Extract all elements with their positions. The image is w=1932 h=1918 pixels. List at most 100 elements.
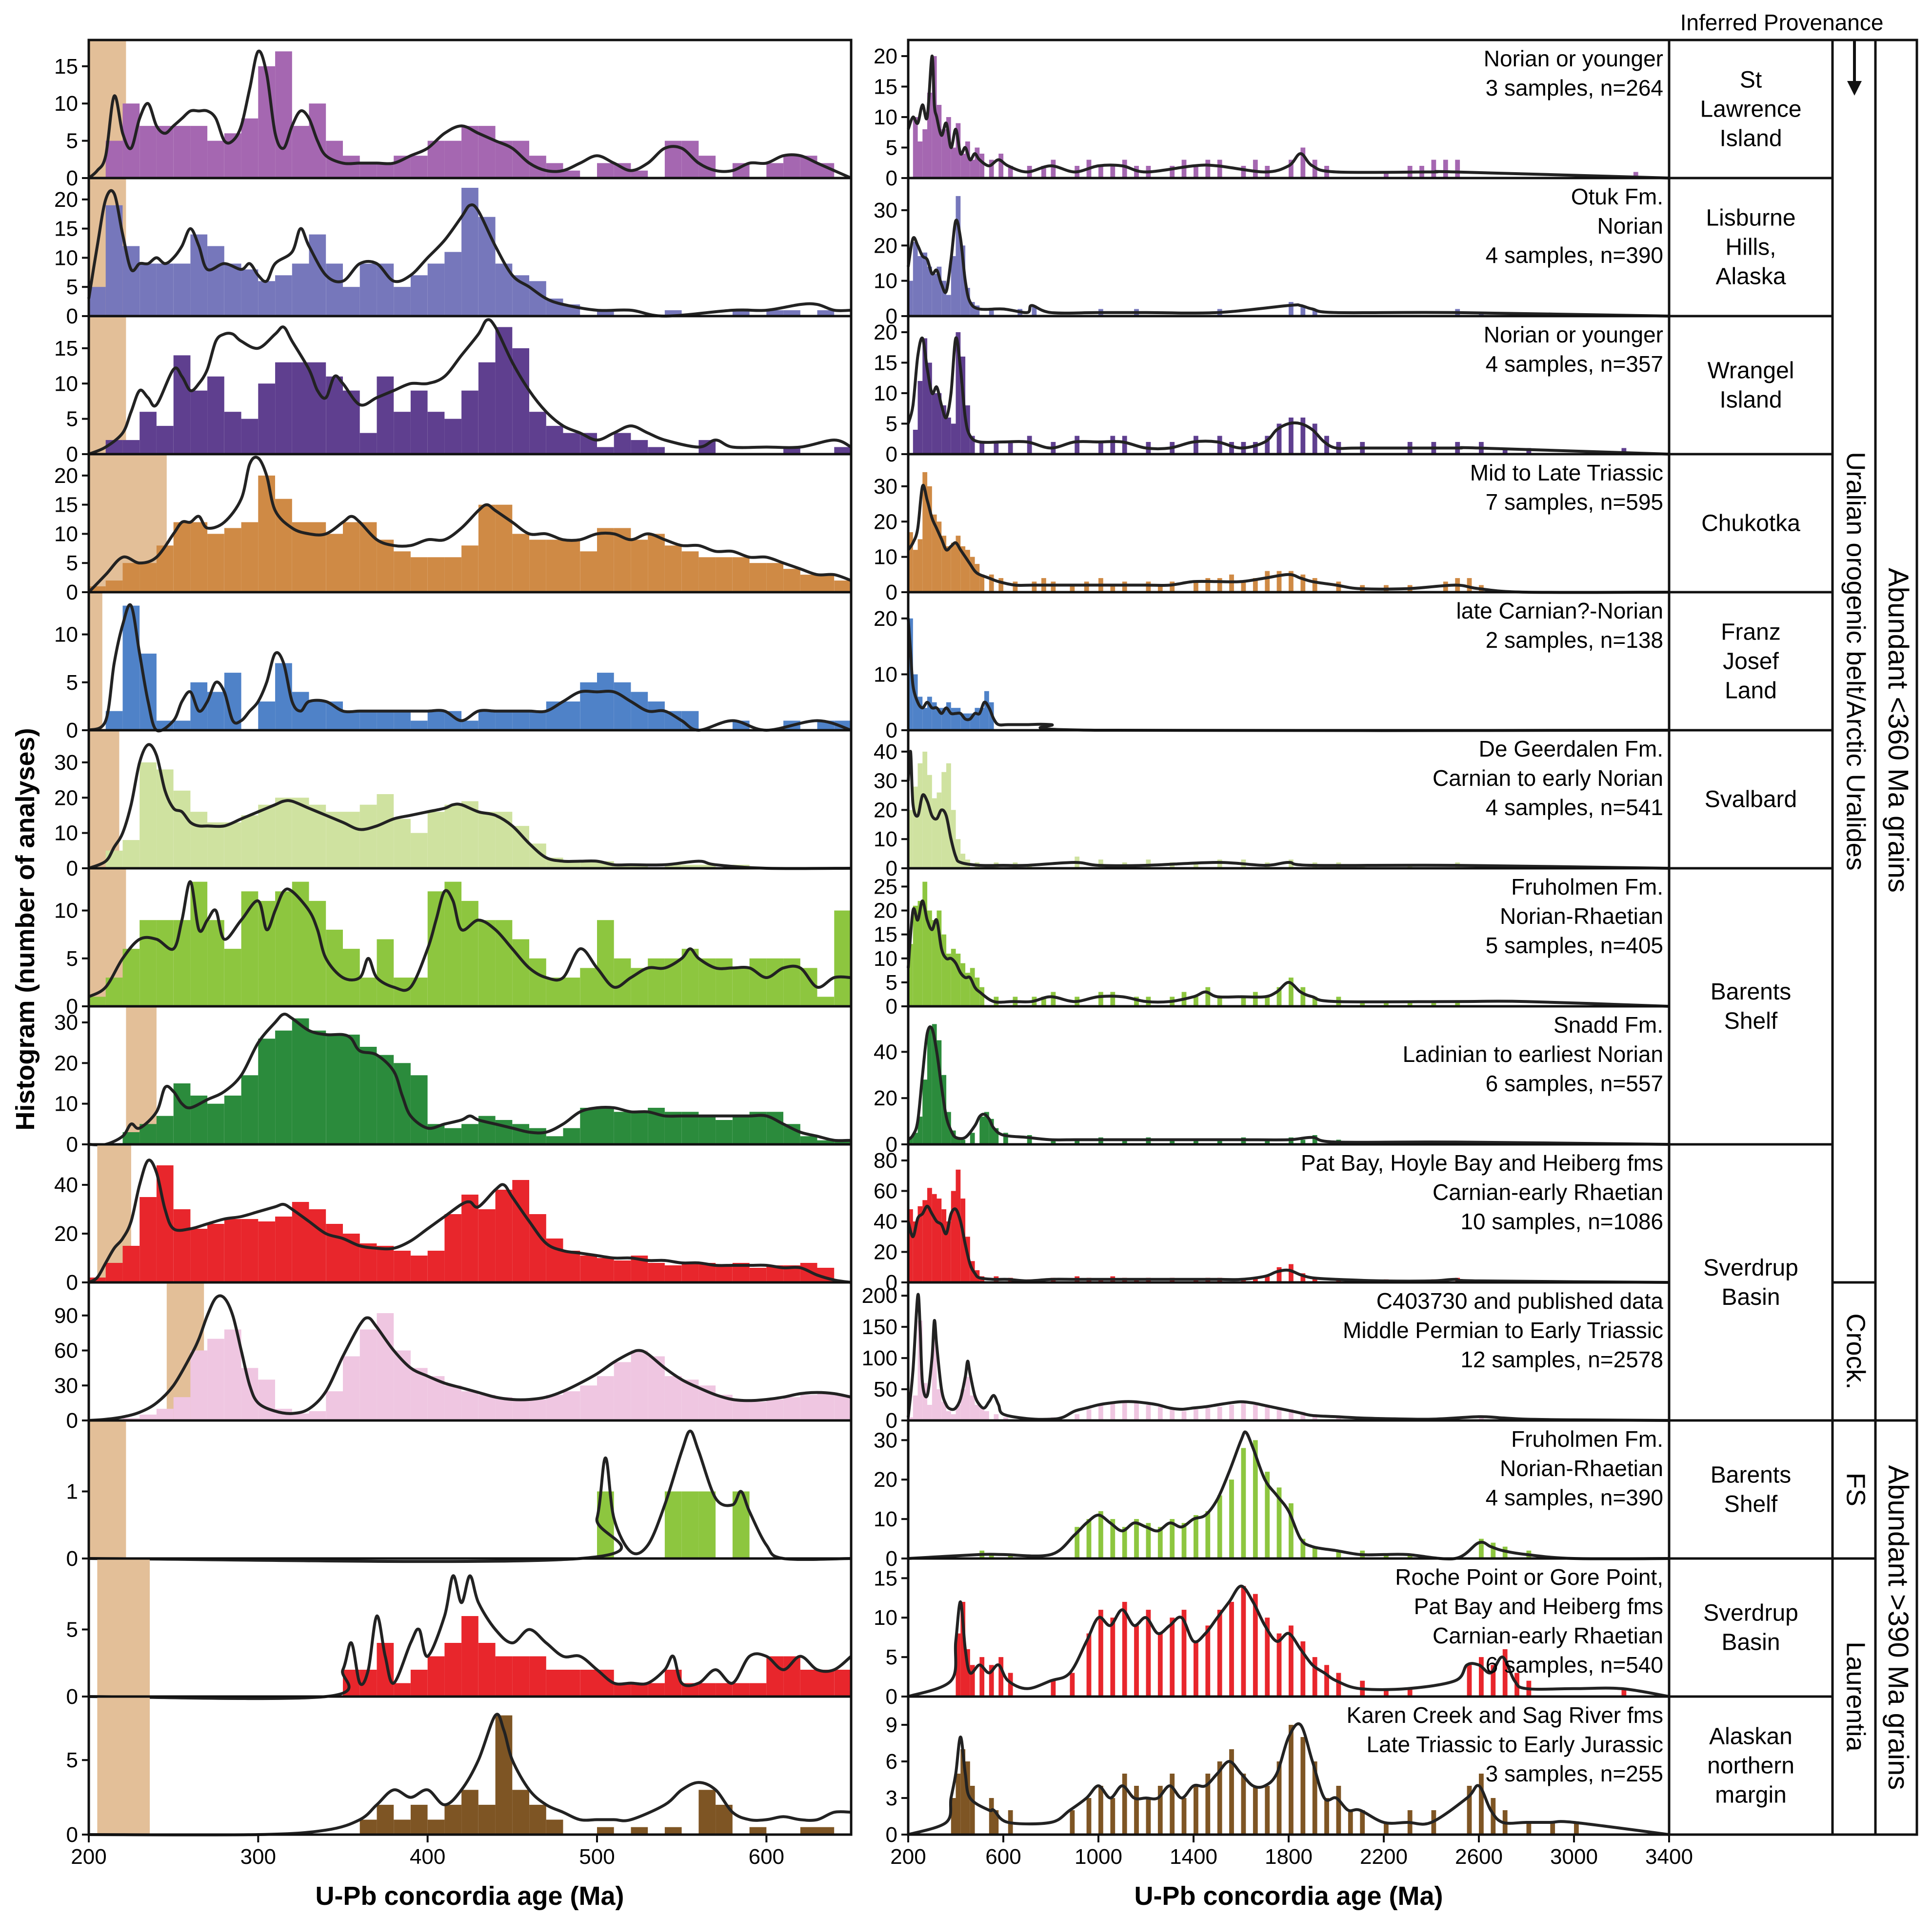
y-tick-label: 20 bbox=[54, 188, 78, 212]
y-tick-label: 0 bbox=[886, 304, 897, 328]
provenance-label: Barents Shelf bbox=[1711, 1462, 1791, 1518]
histogram-bar bbox=[1289, 1409, 1294, 1420]
histogram-bar bbox=[922, 129, 928, 178]
histogram-bar bbox=[932, 274, 937, 316]
provenance-cell: Wrangel Island bbox=[1668, 315, 1834, 456]
panel-label-line: Norian bbox=[1597, 213, 1663, 239]
histogram-bar bbox=[1051, 1139, 1056, 1144]
histogram-bar bbox=[927, 486, 932, 592]
histogram-bar bbox=[960, 854, 966, 868]
histogram-bar bbox=[1229, 574, 1234, 592]
histogram-bar bbox=[946, 1411, 951, 1420]
histogram-bar bbox=[965, 1761, 970, 1835]
histogram-bar bbox=[698, 864, 716, 868]
histogram-bar bbox=[1134, 1279, 1139, 1283]
histogram-bar bbox=[377, 163, 394, 178]
histogram-bar bbox=[207, 534, 224, 592]
provenance-cell: Barents Shelf bbox=[1668, 867, 1834, 1146]
histogram-bar bbox=[1181, 1411, 1187, 1420]
histogram-bar bbox=[1467, 1665, 1472, 1697]
histogram-bar bbox=[1027, 865, 1032, 868]
histogram-bar bbox=[1241, 1774, 1246, 1835]
histogram-bar bbox=[173, 263, 191, 316]
y-tick-label: 5 bbox=[886, 412, 897, 436]
histogram-bar bbox=[960, 1601, 966, 1697]
histogram-bar bbox=[800, 1395, 817, 1420]
histogram-bar bbox=[343, 390, 360, 454]
histogram-bar bbox=[1384, 1001, 1389, 1006]
panel-label-line: Pat Bay, Hoyle Bay and Heiberg fms bbox=[1301, 1150, 1663, 1176]
y-tick-label: 15 bbox=[54, 493, 78, 517]
histogram-bar bbox=[1300, 1538, 1306, 1558]
histogram-bar bbox=[1070, 1810, 1075, 1835]
histogram-bar bbox=[1217, 1761, 1222, 1835]
histogram-bar bbox=[834, 580, 851, 592]
histogram-bar bbox=[917, 1117, 923, 1144]
kde-curve bbox=[88, 1294, 852, 1422]
histogram-bar bbox=[1075, 1414, 1080, 1420]
histogram-bar bbox=[495, 1397, 513, 1420]
histogram-bar bbox=[941, 405, 947, 454]
histogram-bar bbox=[359, 804, 377, 868]
histogram-bar bbox=[1217, 1610, 1222, 1697]
histogram-bar bbox=[648, 1683, 665, 1697]
y-tick-label: 0 bbox=[886, 1685, 897, 1709]
histogram-bar bbox=[1008, 1554, 1013, 1558]
histogram-bar bbox=[1253, 578, 1258, 592]
histogram-bar bbox=[960, 713, 966, 730]
histogram-bar bbox=[1300, 305, 1306, 316]
y-tick-label: 10 bbox=[874, 1606, 897, 1630]
panel-label-line: 12 samples, n=2578 bbox=[1460, 1347, 1663, 1372]
histogram-bar bbox=[1312, 997, 1317, 1006]
y-tick-label: 15 bbox=[54, 217, 78, 241]
y-tick-label: 0 bbox=[66, 166, 78, 190]
histogram-bar bbox=[343, 1035, 360, 1144]
histogram-bar bbox=[917, 1320, 923, 1420]
histogram-bar bbox=[1122, 581, 1127, 592]
histogram-bar bbox=[1289, 1725, 1294, 1835]
left-panel-sverdrup-pat-bay: 0 20 40 bbox=[54, 1143, 853, 1295]
histogram-bar bbox=[800, 1827, 817, 1835]
y-tick-label: 10 bbox=[54, 1092, 78, 1116]
right-x-axis: 200 600 1000 1400 1800 2200 2600 3000 3400 bbox=[890, 1835, 1693, 1869]
histogram-bar bbox=[1170, 1409, 1175, 1420]
histogram-bar bbox=[817, 1670, 835, 1697]
histogram-bar bbox=[258, 1039, 275, 1144]
histogram-bar bbox=[359, 1329, 377, 1420]
histogram-bar bbox=[936, 1040, 942, 1144]
histogram-bar bbox=[1122, 1601, 1127, 1697]
left-panels: 0510150510152005101505101520051001020300… bbox=[54, 39, 853, 1869]
histogram-bar bbox=[292, 1018, 309, 1144]
histogram-bar bbox=[960, 245, 966, 316]
histogram-bar bbox=[546, 426, 563, 454]
provenance-label: Sverdrup Basin bbox=[1703, 1600, 1798, 1656]
kde-curve bbox=[88, 1013, 852, 1147]
y-tick-label: 20 bbox=[874, 320, 897, 344]
y-tick-label: 0 bbox=[66, 1133, 78, 1157]
histogram-bar bbox=[512, 1656, 529, 1697]
histogram-bar bbox=[139, 263, 157, 316]
histogram-bar bbox=[1276, 1267, 1282, 1283]
histogram-bar bbox=[444, 1128, 462, 1144]
histogram-bar bbox=[1098, 442, 1103, 454]
histogram-bar bbox=[965, 1649, 970, 1697]
histogram-bar bbox=[1253, 992, 1258, 1006]
histogram-bar bbox=[1467, 1786, 1472, 1835]
depositional-age-band bbox=[89, 1420, 126, 1558]
histogram-bar bbox=[377, 539, 394, 592]
histogram-bar bbox=[292, 263, 309, 316]
histogram-bar bbox=[1051, 160, 1056, 178]
y-tick-label: 0 bbox=[886, 580, 897, 604]
histogram-bar bbox=[343, 522, 360, 592]
histogram-bar bbox=[716, 958, 733, 1006]
histogram-bar bbox=[1181, 1610, 1187, 1697]
kde-curve bbox=[907, 219, 1670, 318]
histogram-bar bbox=[444, 1385, 462, 1420]
histogram-bar bbox=[1336, 1673, 1341, 1697]
histogram-bar bbox=[1633, 172, 1638, 178]
histogram-bar bbox=[580, 968, 597, 1006]
histogram-bar bbox=[461, 545, 478, 592]
histogram-bar bbox=[766, 958, 783, 1006]
histogram-bar bbox=[1134, 997, 1139, 1006]
